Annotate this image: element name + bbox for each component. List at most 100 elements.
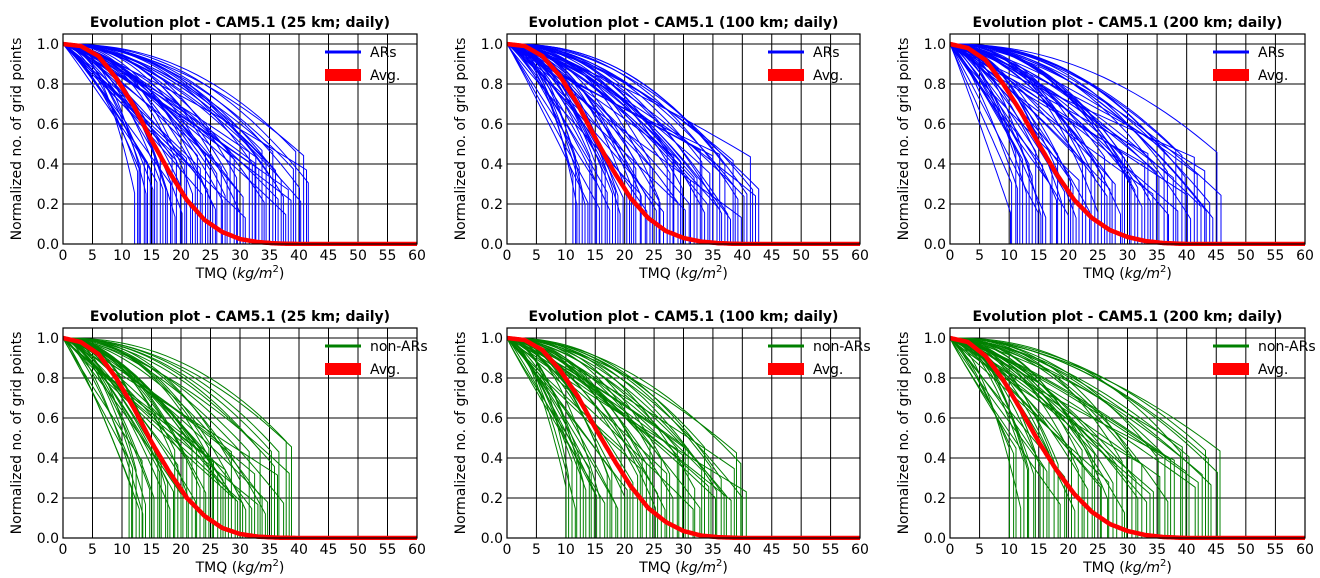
y-tick-label: 0.0 [481,531,503,547]
legend-label-avg: Avg. [813,68,843,84]
x-tick-label: 50 [792,542,810,558]
x-tick-label: 45 [320,542,338,558]
series-curve [506,43,695,244]
x-tick-label: 55 [1267,248,1285,264]
y-tick-label: 0.6 [481,117,503,133]
x-tick-label: 0 [503,542,512,558]
series-curve [506,43,648,244]
x-tick-label: 60 [1296,542,1314,558]
chart-panel-6: Evolution plot - CAM5.1 (200 km; daily) 0… [896,309,1316,576]
x-tick-label: 35 [261,542,279,558]
plot-frame [506,327,861,539]
y-tick-label: 0.6 [37,117,59,133]
x-tick-label: 5 [532,542,541,558]
series-curve [62,337,278,538]
series-curve [949,43,1198,244]
plot-frame [949,33,1306,245]
plot-frame [62,33,418,245]
y-tick-label: 0.2 [481,491,503,507]
x-tick-label: 15 [1030,248,1048,264]
y-tick-label: 0.0 [37,531,59,547]
series-curve [62,43,256,244]
series-curve [506,43,734,244]
x-tick-label: 30 [675,248,693,264]
series-curve [949,43,1154,244]
y-axis-label: Normalized no. of grid points [9,38,25,241]
x-tick-label: 15 [143,542,161,558]
series-curve [949,43,1174,244]
series-curve [62,43,300,244]
series-curve [949,43,1069,244]
series-curve [506,43,745,244]
x-tick-label: 30 [231,542,249,558]
x-tick-label: 35 [1148,248,1166,264]
x-tick-label: 10 [1000,248,1018,264]
x-tick-label: 0 [503,248,512,264]
y-tick-label: 0.2 [924,197,946,213]
y-tick-label: 1.0 [37,331,59,347]
series-curve [949,337,1048,538]
x-tick-label: 15 [1030,542,1048,558]
series-curve [949,337,1148,538]
x-tick-label: 50 [792,248,810,264]
series-curve [506,43,675,244]
y-axis-label: Normalized no. of grid points [453,332,469,535]
x-axis-label: TMQ (kg/m2) [195,558,285,576]
series-curve [506,337,747,538]
chart-title: Evolution plot - CAM5.1 (200 km; daily) [973,309,1283,325]
y-axis-label: Normalized no. of grid points [896,332,912,535]
series-curve [62,337,143,538]
x-tick-label: 20 [172,248,190,264]
x-tick-label: 60 [1296,248,1314,264]
x-tick-label: 20 [1059,248,1077,264]
series-curve [949,337,1110,538]
series-curve [949,43,1017,244]
chart-title: Evolution plot - CAM5.1 (25 km; daily) [90,15,390,31]
series-curve [62,337,146,538]
x-tick-label: 25 [202,542,220,558]
x-tick-label: 55 [379,542,397,558]
x-tick-label: 15 [143,248,161,264]
y-axis-label: Normalized no. of grid points [9,332,25,535]
legend-swatch-avg [768,69,804,81]
y-axis-label: Normalized no. of grid points [453,38,469,241]
x-tick-label: 10 [557,248,575,264]
x-tick-label: 20 [616,248,634,264]
y-tick-label: 0.4 [37,157,59,173]
y-axis-label: Normalized no. of grid points [896,38,912,241]
series-curve [506,337,743,538]
series-curve [506,337,716,538]
series-curve [949,337,1199,538]
x-tick-label: 45 [763,542,781,558]
plot-frame [949,327,1306,539]
y-tick-label: 0.0 [924,237,946,253]
legend-label-avg: Avg. [370,68,400,84]
x-tick-label: 20 [172,542,190,558]
legend-label-series: non-ARs [813,339,871,355]
series-non-ARs-group [62,337,292,538]
series-curve [949,337,1101,538]
series-ARs-group [62,43,309,244]
series-curve [949,337,1206,538]
y-tick-label: 0.4 [481,451,503,467]
x-tick-label: 60 [408,248,426,264]
legend-swatch-avg [1213,363,1249,375]
series-curve [506,337,628,538]
x-tick-label: 60 [851,542,869,558]
series-curve [506,43,596,244]
series-curve [506,337,694,538]
legend-swatch-avg [1213,69,1249,81]
series-curve [62,43,276,244]
series-curve [62,43,307,244]
x-tick-label: 10 [113,542,131,558]
series-curve [949,337,1172,538]
legend-label-avg: Avg. [813,362,843,378]
series-curve [949,337,1196,538]
series-curve [949,337,1102,538]
x-tick-label: 40 [733,248,751,264]
y-tick-label: 0.8 [481,371,503,387]
y-tick-label: 0.2 [481,197,503,213]
series-curve [62,43,292,244]
x-tick-label: 5 [88,248,97,264]
